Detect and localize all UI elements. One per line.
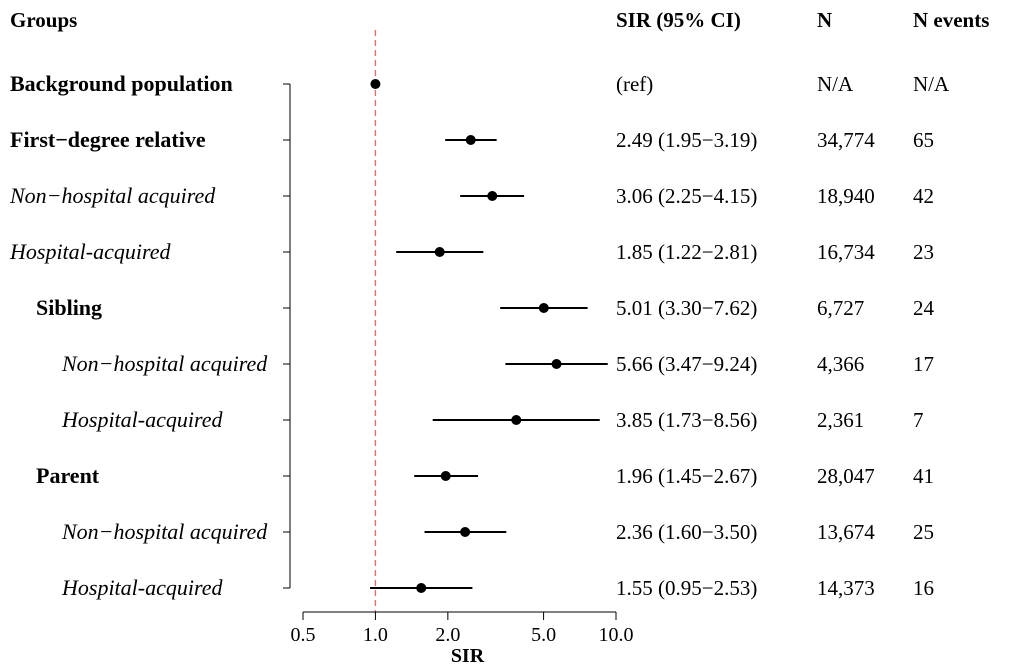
events-value: 16 (913, 576, 934, 600)
row: Background population (ref) N/A N/A (10, 71, 950, 96)
n-value: 18,940 (817, 184, 875, 208)
estimate-point (460, 527, 471, 537)
x-tick-label: 0.5 (291, 624, 316, 646)
estimate-point (538, 303, 549, 313)
row-label: Parent (36, 463, 100, 488)
sir-value: 1.85 (1.22−2.81) (616, 240, 757, 264)
n-value: 4,366 (817, 352, 864, 376)
row: Non−hospital acquired 5.66 (3.47−9.24) 4,3… (61, 351, 934, 376)
n-value: 28,047 (817, 464, 875, 488)
events-value: N/A (913, 72, 950, 96)
row: Non−hospital acquired 3.06 (2.25−4.15) 18,… (9, 183, 934, 208)
estimate-point (487, 191, 498, 201)
sir-value: 3.85 (1.73−8.56) (616, 408, 757, 432)
estimate-point (465, 135, 476, 145)
estimate-point (416, 583, 427, 593)
n-value: 34,774 (817, 128, 875, 152)
row: Hospital-acquired 1.85 (1.22−2.81) 16,734 2… (9, 239, 934, 264)
row-label: Hospital-acquired (61, 575, 223, 600)
n-value: 6,727 (817, 296, 864, 320)
events-value: 65 (913, 128, 934, 152)
estimate-point (511, 415, 522, 425)
group-bracket (283, 83, 291, 589)
header-events: N events (913, 8, 989, 32)
row-label: Non−hospital acquired (61, 519, 268, 544)
row-label: Hospital-acquired (9, 239, 171, 264)
x-tick-label: 2.0 (435, 624, 460, 646)
row: Hospital-acquired 1.55 (0.95−2.53) 14,373 1… (61, 575, 934, 600)
header-sir: SIR (95% CI) (616, 8, 741, 32)
sir-value: 1.55 (0.95−2.53) (616, 576, 757, 600)
sir-value: 3.06 (2.25−4.15) (616, 184, 757, 208)
row-label: Background population (10, 71, 233, 96)
row-label: Sibling (36, 295, 102, 320)
sir-value: 2.49 (1.95−3.19) (616, 128, 757, 152)
sir-value: (ref) (616, 72, 653, 96)
row: First−degree relative 2.49 (1.95−3.19) 34,… (10, 127, 934, 152)
n-value: 14,373 (817, 576, 875, 600)
events-value: 42 (913, 184, 934, 208)
estimate-point (440, 471, 451, 481)
events-value: 41 (913, 464, 934, 488)
estimate-point (551, 359, 562, 369)
sir-value: 1.96 (1.45−2.67) (616, 464, 757, 488)
sir-value: 2.36 (1.60−3.50) (616, 520, 757, 544)
estimate-point (434, 247, 445, 257)
x-tick-label: 1.0 (363, 624, 388, 646)
events-value: 17 (913, 352, 934, 376)
estimate-point (370, 79, 381, 89)
x-tick-label: 5.0 (531, 624, 556, 646)
header-groups: Groups (10, 8, 77, 32)
row-label: Hospital-acquired (61, 407, 223, 432)
row: Parent 1.96 (1.45−2.67) 28,047 41 (36, 463, 934, 488)
row: Hospital-acquired 3.85 (1.73−8.56) 2,361 7 (61, 407, 924, 432)
sir-value: 5.01 (3.30−7.62) (616, 296, 757, 320)
x-axis: 0.5 1.0 2.0 5.0 10.0 (291, 611, 634, 646)
header-n: N (817, 8, 832, 32)
row-label: First−degree relative (10, 127, 206, 152)
row-label: Non−hospital acquired (61, 351, 268, 376)
x-axis-label: SIR (451, 645, 485, 667)
n-value: 13,674 (817, 520, 875, 544)
row: Non−hospital acquired 2.36 (1.60−3.50) 13,… (61, 519, 934, 544)
n-value: 16,734 (817, 240, 875, 264)
row-label: Non−hospital acquired (9, 183, 216, 208)
events-value: 7 (913, 408, 924, 432)
events-value: 25 (913, 520, 934, 544)
sir-value: 5.66 (3.47−9.24) (616, 352, 757, 376)
row: Sibling 5.01 (3.30−7.62) 6,727 24 (36, 295, 935, 320)
events-value: 24 (913, 296, 935, 320)
events-value: 23 (913, 240, 934, 264)
forest-rows: Background population (ref) N/A N/A First−de… (9, 71, 950, 600)
x-tick-label: 10.0 (599, 624, 634, 646)
n-value: 2,361 (817, 408, 864, 432)
n-value: N/A (817, 72, 854, 96)
